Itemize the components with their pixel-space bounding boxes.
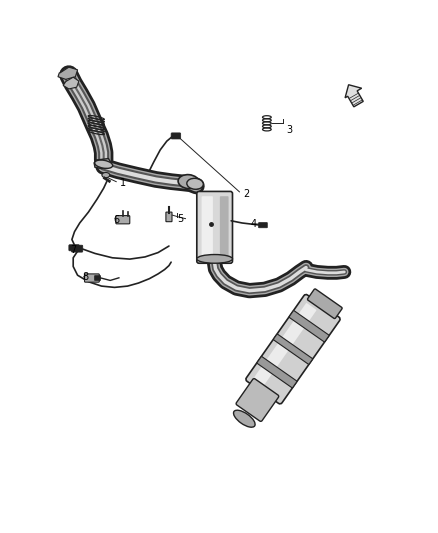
FancyBboxPatch shape [236, 378, 279, 422]
FancyBboxPatch shape [258, 223, 267, 228]
FancyBboxPatch shape [71, 245, 83, 252]
Polygon shape [58, 67, 78, 79]
Text: 2: 2 [243, 189, 249, 199]
Ellipse shape [233, 410, 255, 427]
FancyBboxPatch shape [85, 274, 99, 282]
FancyBboxPatch shape [197, 191, 233, 263]
Ellipse shape [187, 179, 203, 189]
FancyBboxPatch shape [171, 133, 181, 139]
Polygon shape [94, 158, 111, 168]
Text: 5: 5 [178, 214, 184, 224]
Ellipse shape [102, 173, 110, 177]
FancyBboxPatch shape [246, 294, 340, 404]
FancyBboxPatch shape [273, 334, 313, 364]
FancyBboxPatch shape [220, 196, 229, 259]
Text: 3: 3 [286, 125, 292, 135]
FancyBboxPatch shape [95, 276, 101, 280]
FancyBboxPatch shape [201, 196, 213, 259]
Polygon shape [63, 77, 79, 89]
Ellipse shape [178, 175, 199, 189]
FancyBboxPatch shape [116, 215, 130, 224]
FancyBboxPatch shape [307, 289, 342, 319]
Text: 7: 7 [70, 245, 76, 255]
FancyBboxPatch shape [166, 212, 172, 222]
Text: 4: 4 [251, 219, 257, 229]
FancyBboxPatch shape [69, 245, 79, 251]
FancyBboxPatch shape [254, 303, 316, 385]
Ellipse shape [197, 255, 233, 263]
Text: 1: 1 [120, 179, 126, 188]
Text: 8: 8 [82, 272, 88, 282]
Text: 6: 6 [114, 215, 120, 225]
FancyBboxPatch shape [289, 311, 329, 342]
FancyBboxPatch shape [257, 357, 297, 387]
Polygon shape [345, 85, 363, 107]
Ellipse shape [95, 160, 113, 168]
